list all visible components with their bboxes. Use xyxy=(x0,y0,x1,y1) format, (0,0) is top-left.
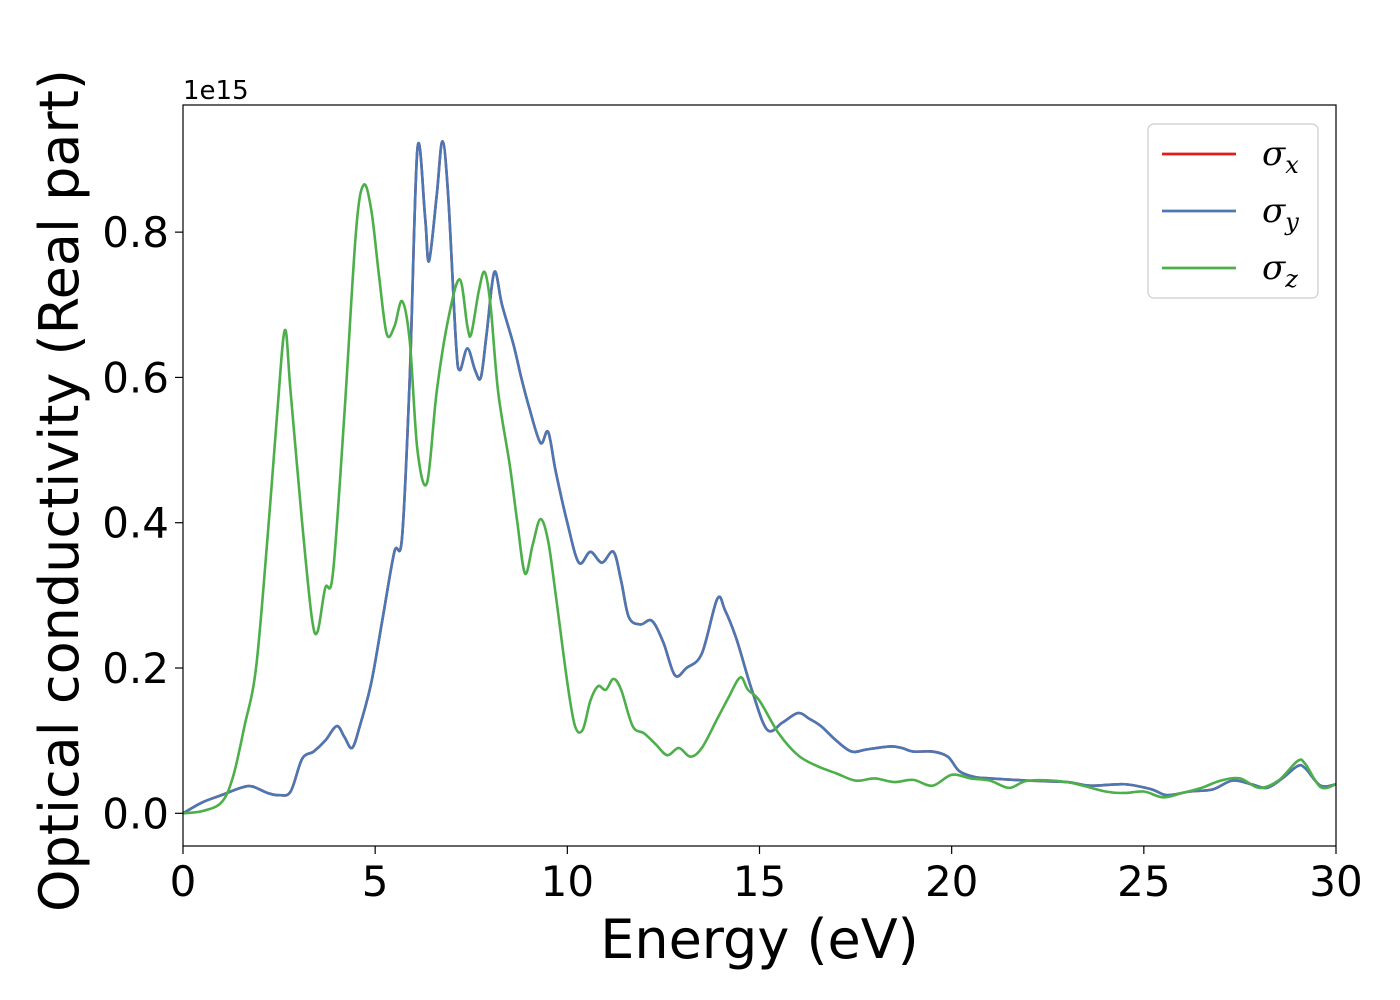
legend-symbol: σ xyxy=(1262,191,1286,231)
y-tick-label: 0.0 xyxy=(102,789,169,838)
x-tick-label: 20 xyxy=(925,857,978,906)
legend-subscript: z xyxy=(1284,265,1298,293)
x-tick-label: 15 xyxy=(733,857,786,906)
legend-label-x: σx xyxy=(1262,134,1299,179)
legend-symbol: σ xyxy=(1262,248,1286,288)
x-tick-label: 0 xyxy=(170,857,197,906)
y-tick-label: 0.2 xyxy=(102,644,169,693)
x-tick-label: 25 xyxy=(1117,857,1170,906)
legend-subscript: x xyxy=(1285,151,1299,179)
y-axis-label: Optical conductivity (Real part) xyxy=(28,69,91,912)
legend-label-z: σz xyxy=(1262,248,1298,293)
axis-ticks: 0 5 10 15 20 25 30 0.0 0.2 0.4 0.6 0.8 xyxy=(102,208,1363,906)
y-offset-label: 1e15 xyxy=(183,76,249,106)
series-lines xyxy=(183,140,1336,815)
x-tick-label: 10 xyxy=(541,857,594,906)
y-tick-label: 0.4 xyxy=(102,499,169,548)
legend-label-y: σy xyxy=(1262,191,1299,236)
legend-symbol: σ xyxy=(1262,134,1286,174)
legend-subscript: y xyxy=(1284,208,1299,236)
y-tick-label: 0.8 xyxy=(102,208,169,257)
series-line-z xyxy=(183,183,1336,815)
x-axis-label: Energy (eV) xyxy=(600,908,919,971)
y-tick-label: 0.6 xyxy=(102,353,169,402)
x-tick-label: 30 xyxy=(1309,857,1362,906)
x-tick-label: 5 xyxy=(362,857,389,906)
